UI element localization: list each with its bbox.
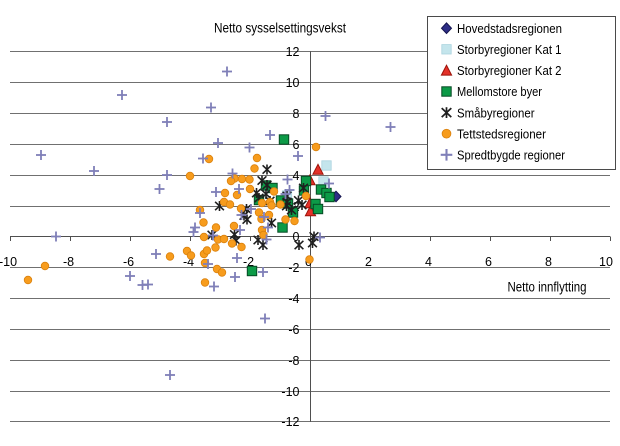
svg-text:-8: -8 bbox=[63, 255, 74, 269]
svg-text:Storbyregioner Kat 2: Storbyregioner Kat 2 bbox=[457, 63, 562, 78]
svg-text:Småbyregioner: Småbyregioner bbox=[457, 105, 535, 120]
svg-text:-6: -6 bbox=[123, 255, 134, 269]
svg-text:6: 6 bbox=[293, 138, 300, 152]
svg-text:10: 10 bbox=[286, 76, 300, 90]
svg-text:-2: -2 bbox=[243, 255, 254, 269]
svg-text:Hovedstadsregionen: Hovedstadsregionen bbox=[457, 21, 562, 36]
svg-text:2: 2 bbox=[365, 255, 372, 269]
svg-text:-10: -10 bbox=[281, 385, 299, 399]
svg-text:10: 10 bbox=[599, 255, 613, 269]
svg-text:8: 8 bbox=[293, 107, 300, 121]
svg-text:4: 4 bbox=[425, 255, 432, 269]
svg-text:-4: -4 bbox=[288, 292, 299, 306]
svg-text:Tettstedsregioner: Tettstedsregioner bbox=[457, 126, 547, 141]
svg-text:-4: -4 bbox=[183, 255, 194, 269]
svg-text:-10: -10 bbox=[0, 255, 17, 269]
svg-text:0: 0 bbox=[293, 230, 300, 244]
svg-text:4: 4 bbox=[293, 169, 300, 183]
svg-text:-6: -6 bbox=[288, 323, 299, 337]
svg-text:-8: -8 bbox=[288, 354, 299, 368]
svg-text:2: 2 bbox=[293, 200, 300, 214]
svg-text:12: 12 bbox=[286, 45, 300, 59]
svg-text:Storbyregioner Kat 1: Storbyregioner Kat 1 bbox=[457, 42, 562, 57]
svg-text:8: 8 bbox=[545, 255, 552, 269]
svg-text:Netto innflytting: Netto innflytting bbox=[508, 280, 587, 295]
svg-text:-2: -2 bbox=[288, 261, 299, 275]
svg-text:Spredtbygde regioner: Spredtbygde regioner bbox=[457, 148, 566, 163]
svg-text:-12: -12 bbox=[281, 415, 299, 429]
svg-text:6: 6 bbox=[485, 255, 492, 269]
svg-text:Netto sysselsettingsvekst: Netto sysselsettingsvekst bbox=[214, 21, 346, 36]
svg-text:Mellomstore byer: Mellomstore byer bbox=[457, 84, 543, 99]
